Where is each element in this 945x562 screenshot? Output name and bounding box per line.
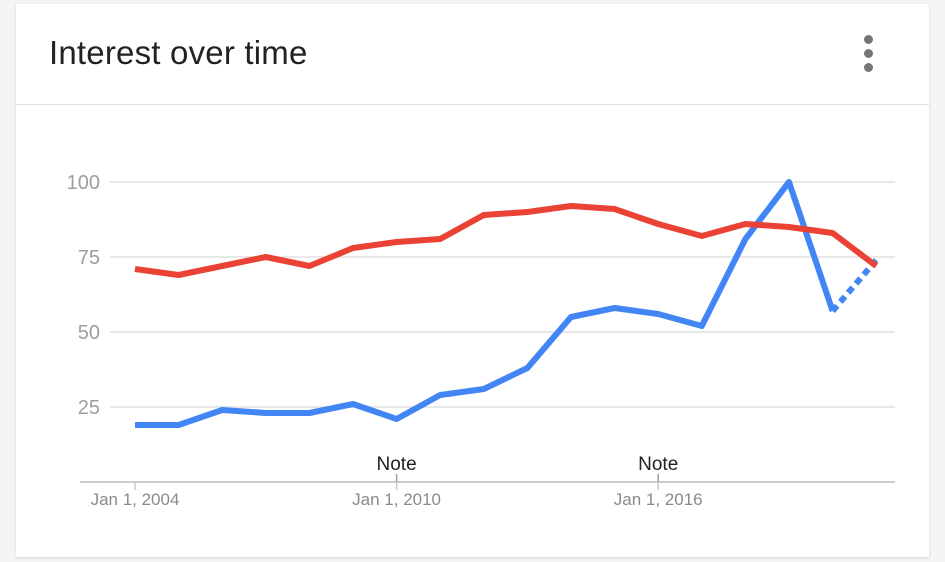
y-tick-labels: 25 50 75 100 (67, 172, 100, 419)
menu-dot (864, 49, 873, 58)
more-vert-icon[interactable] (854, 32, 884, 76)
note-label: Note (638, 454, 678, 475)
menu-dot (864, 35, 873, 44)
grid-layer (110, 181, 895, 408)
x-axis: Jan 1, 2004 Jan 1, 2010 Jan 1, 2016 (80, 481, 895, 509)
annotations: Note Note (377, 454, 678, 482)
menu-dot (864, 63, 873, 72)
x-tick-label: Jan 1, 2010 (352, 490, 441, 509)
interest-over-time-card: Interest over time (16, 4, 929, 557)
y-tick-label: 100 (67, 172, 100, 194)
x-tick-label: Jan 1, 2016 (614, 490, 703, 509)
series-line-1-partial (830, 258, 879, 313)
series-line-1 (135, 179, 836, 428)
y-tick-label: 75 (78, 247, 100, 269)
y-tick-label: 50 (78, 322, 100, 344)
x-tick-label: Jan 1, 2004 (91, 490, 180, 509)
card-header: Interest over time (16, 4, 929, 105)
note-label: Note (377, 454, 417, 475)
series-lines (134, 179, 879, 428)
card-title: Interest over time (49, 34, 308, 71)
series-line-2 (134, 203, 879, 278)
y-tick-label: 25 (78, 397, 100, 419)
